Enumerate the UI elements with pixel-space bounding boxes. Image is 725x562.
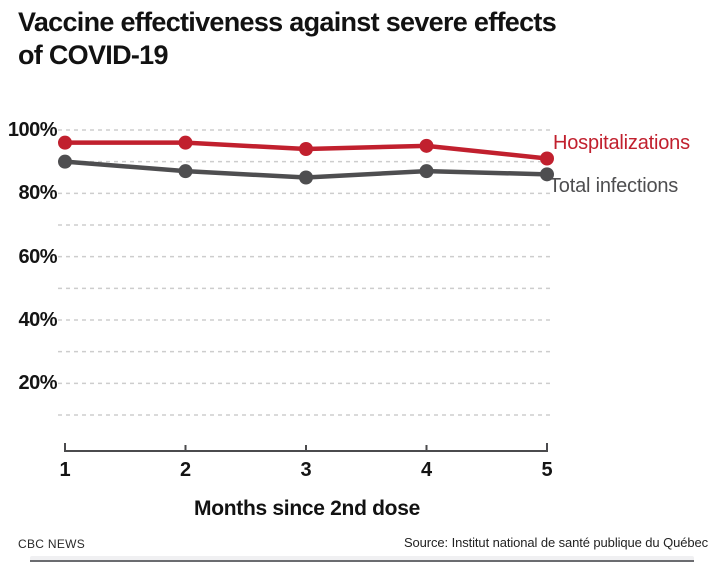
y-tick-label: 80% (18, 182, 57, 205)
data-point (419, 164, 434, 179)
x-axis-title: Months since 2nd dose (194, 497, 420, 520)
x-tick-label: 1 (59, 459, 71, 481)
y-tick-label: 20% (18, 372, 57, 395)
footer-brand: CBC NEWS (18, 537, 86, 551)
line-chart: 100% 80% 60% 40% 20% 1 2 3 4 5 Months since 2nd … (0, 105, 725, 562)
data-point (58, 154, 72, 169)
data-point (299, 170, 313, 185)
x-tick-label: 3 (300, 459, 312, 481)
data-point (58, 135, 72, 150)
data-point (178, 135, 193, 150)
y-tick-label: 60% (18, 245, 57, 268)
bottom-bar (30, 556, 694, 562)
data-point (178, 164, 193, 179)
data-point (419, 138, 434, 153)
x-tick-label: 4 (420, 459, 433, 481)
data-point (540, 151, 554, 166)
legend-label-hospitalizations: Hospitalizations (553, 132, 690, 154)
data-point (540, 167, 554, 182)
footer-source-attribution: Source: Institut national de santé publi… (403, 535, 708, 550)
data-point (299, 142, 313, 157)
plot-area (58, 129, 554, 452)
x-tick-label: 5 (541, 459, 553, 481)
x-tick-label: 2 (179, 459, 192, 481)
chart-title: Vaccine effectiveness against severe eff… (18, 7, 557, 70)
y-tick-label: 100% (7, 119, 58, 141)
legend-label-total-infections: Total infections (549, 175, 679, 197)
y-tick-label: 40% (18, 309, 57, 331)
